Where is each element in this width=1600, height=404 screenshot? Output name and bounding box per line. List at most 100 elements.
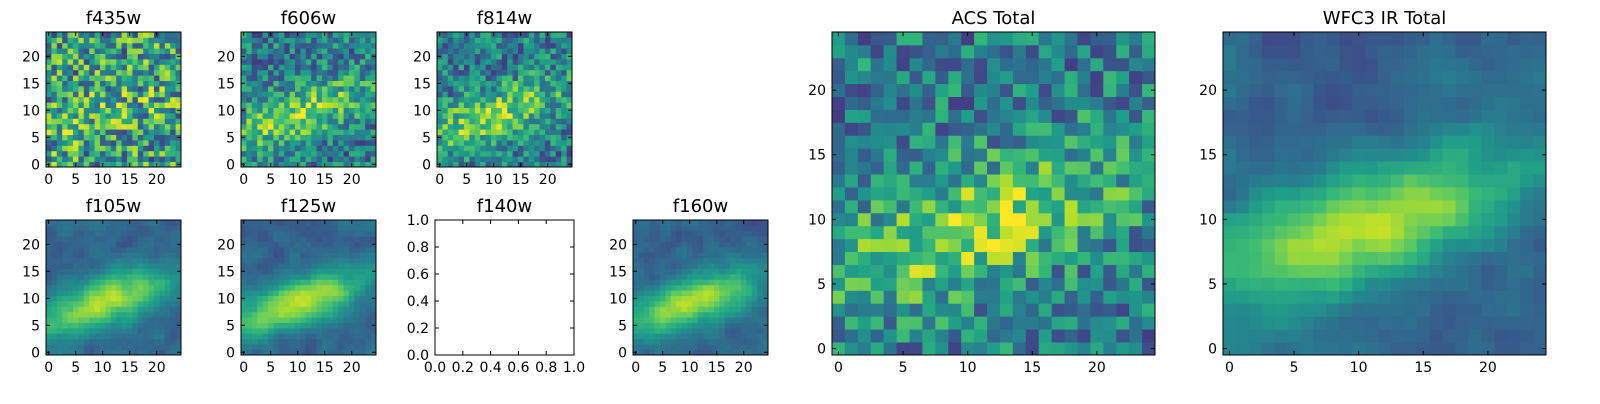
heatmap-cell xyxy=(57,32,63,38)
heatmap-cell xyxy=(241,86,247,92)
heatmap-cell xyxy=(757,339,763,345)
heatmap-cell xyxy=(279,220,285,226)
heatmap-cell xyxy=(51,258,57,264)
heatmap-cell xyxy=(1443,329,1456,342)
heatmap-cell xyxy=(453,108,459,114)
heatmap-cell xyxy=(1430,290,1443,303)
heatmap-cell xyxy=(306,225,312,231)
heatmap-cell xyxy=(111,323,117,329)
heatmap-cell xyxy=(1116,316,1129,329)
heatmap-cell xyxy=(1000,148,1013,161)
heatmap-cell xyxy=(263,64,269,70)
heatmap-cell xyxy=(1352,213,1365,226)
heatmap-cell xyxy=(1077,226,1090,239)
heatmap-cell xyxy=(349,145,355,151)
heatmap-cell xyxy=(1313,252,1326,265)
heatmap-cell xyxy=(365,306,371,312)
heatmap-cell xyxy=(1288,226,1301,239)
heatmap-cell xyxy=(252,274,258,280)
heatmap-cell xyxy=(719,339,725,345)
heatmap-cell xyxy=(523,156,529,162)
heatmap-cell xyxy=(51,317,57,323)
heatmap-cell xyxy=(1301,290,1314,303)
heatmap-cell xyxy=(687,344,693,350)
heatmap-cell xyxy=(360,344,366,350)
heatmap-cell xyxy=(100,81,106,87)
heatmap-cell xyxy=(257,344,263,350)
heatmap-cell xyxy=(360,231,366,237)
heatmap-cell xyxy=(170,317,176,323)
heatmap-cell xyxy=(143,290,149,296)
heatmap-cell xyxy=(746,274,752,280)
heatmap-cell xyxy=(540,70,546,76)
heatmap-cell xyxy=(246,43,252,49)
heatmap-cell xyxy=(1077,58,1090,71)
heatmap-cell xyxy=(327,156,333,162)
heatmap-cell xyxy=(143,151,149,157)
heatmap-cell xyxy=(974,265,987,278)
heatmap-cell xyxy=(89,108,95,114)
heatmap-cells xyxy=(241,220,376,355)
heatmap-cell xyxy=(116,274,122,280)
heatmap-cell xyxy=(349,263,355,269)
heatmap-cell xyxy=(159,242,165,248)
heatmap-cell xyxy=(897,148,910,161)
heatmap-cell xyxy=(143,225,149,231)
heatmap-cell xyxy=(284,145,290,151)
heatmap-cell xyxy=(453,70,459,76)
heatmap-cell xyxy=(644,220,650,226)
heatmap-cell xyxy=(1378,213,1391,226)
heatmap-cell xyxy=(78,151,84,157)
heatmap-cell xyxy=(89,140,95,146)
heatmap-cell xyxy=(46,247,52,253)
heatmap-cell xyxy=(143,236,149,242)
heatmap-cell xyxy=(360,108,366,114)
heatmap-cell xyxy=(100,64,106,70)
heatmap-cell xyxy=(948,122,961,135)
heatmap-cell xyxy=(534,151,540,157)
heatmap-cell xyxy=(845,97,858,110)
heatmap-cell xyxy=(692,220,698,226)
heatmap-cell xyxy=(442,37,448,43)
heatmap-cell xyxy=(469,91,475,97)
heatmap-cell xyxy=(1142,161,1155,174)
heatmap-cell xyxy=(327,37,333,43)
heatmap-cell xyxy=(1052,265,1065,278)
heatmap-cell xyxy=(1288,174,1301,187)
heatmap-cell xyxy=(349,225,355,231)
heatmap-cell xyxy=(165,242,171,248)
heatmap-cell xyxy=(1378,303,1391,316)
heatmap-cell xyxy=(89,306,95,312)
heatmap-cell xyxy=(523,140,529,146)
heatmap-cell xyxy=(62,129,68,135)
heatmap-cell xyxy=(170,274,176,280)
heatmap-cell xyxy=(84,252,90,258)
heatmap-cell xyxy=(306,231,312,237)
heatmap-cell xyxy=(486,118,492,124)
heatmap-cell xyxy=(68,339,74,345)
heatmap-cell xyxy=(687,252,693,258)
heatmap-cell xyxy=(730,274,736,280)
heatmap-cell xyxy=(159,269,165,275)
heatmap-cell xyxy=(935,45,948,58)
heatmap-cell xyxy=(523,113,529,119)
heatmap-cell xyxy=(709,247,715,253)
heatmap-cell xyxy=(534,37,540,43)
heatmap-cell xyxy=(714,225,720,231)
heatmap-cell xyxy=(1507,226,1520,239)
heatmap-cell xyxy=(154,97,160,103)
heatmap-cell xyxy=(105,75,111,81)
heatmap-cell xyxy=(671,296,677,302)
heatmap-cell xyxy=(62,140,68,146)
heatmap-cell xyxy=(1129,187,1142,200)
heatmap-cell xyxy=(138,86,144,92)
heatmap-cell xyxy=(333,129,339,135)
heatmap-cell xyxy=(649,247,655,253)
heatmap-cell xyxy=(116,32,122,38)
heatmap-cell xyxy=(317,306,323,312)
y-tick-label: 5 xyxy=(226,318,235,334)
heatmap-cell xyxy=(116,231,122,237)
heatmap-cell xyxy=(62,274,68,280)
heatmap-cell xyxy=(62,296,68,302)
heatmap-cell xyxy=(736,290,742,296)
